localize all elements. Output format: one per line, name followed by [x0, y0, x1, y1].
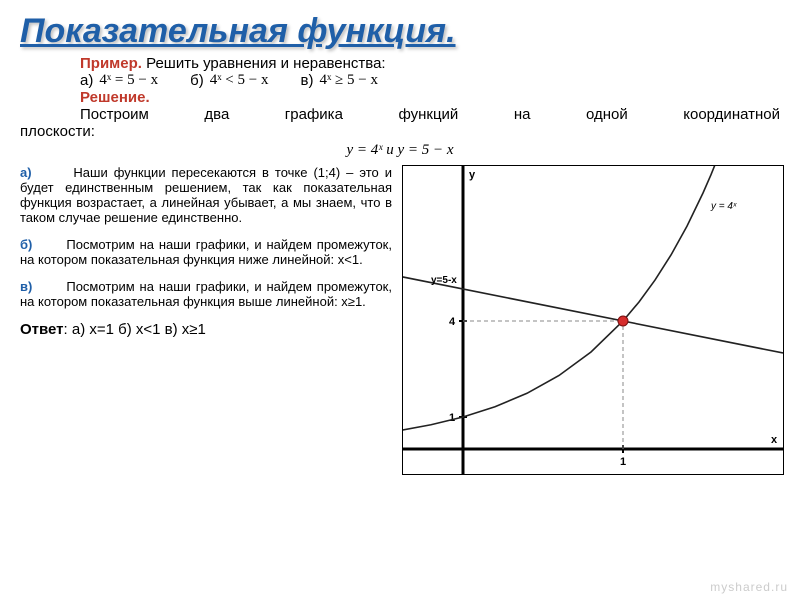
a-text: Наши функции пересекаются в точке (1;4) …	[20, 165, 392, 225]
svg-text:4: 4	[449, 316, 456, 328]
svg-text:y=5-x: y=5-x	[431, 275, 457, 286]
chart-svg: x y 1 1 4 y=5-x y = 4ˣ	[403, 166, 783, 474]
v-text: Посмотрим на наши графики, и найдем пром…	[20, 279, 392, 309]
svg-text:x: x	[771, 434, 778, 446]
svg-text:y = 4ˣ: y = 4ˣ	[710, 201, 737, 212]
explain-a: а) Наши функции пересекаются в точке (1;…	[20, 165, 392, 225]
a-label-2: а)	[20, 165, 32, 180]
answer-text: : а) x=1 б) x<1 в) x≥1	[64, 321, 206, 338]
answer-label: Ответ	[20, 321, 64, 338]
svg-text:1: 1	[449, 412, 455, 424]
formula: y = 4ˣ и y = 5 − x	[20, 142, 780, 159]
explain-b: б) Посмотрим на наши графики, и найдем п…	[20, 237, 392, 267]
solution-label: Решение.	[80, 89, 780, 106]
b-eq: 4ˣ < 5 − x	[210, 72, 269, 89]
watermark: myshared.ru	[710, 580, 788, 594]
build-line-2: плоскости:	[20, 123, 780, 140]
b-text: Посмотрим на наши графики, и найдем пром…	[20, 237, 392, 267]
chart-container: x y 1 1 4 y=5-x y = 4ˣ	[402, 165, 784, 475]
equation-line: а) 4ˣ = 5 − x б) 4ˣ < 5 − x в) 4ˣ ≥ 5 − …	[80, 72, 780, 89]
a-eq: 4ˣ = 5 − x	[99, 72, 158, 89]
example-label: Пример.	[80, 55, 142, 72]
b-label: б)	[190, 72, 204, 89]
b-label-2: б)	[20, 237, 32, 252]
v-label-2: в)	[20, 279, 32, 294]
answer-line: Ответ: а) x=1 б) x<1 в) x≥1	[20, 321, 392, 338]
svg-text:1: 1	[620, 456, 626, 468]
a-label: а)	[80, 72, 93, 89]
example-text: Решить уравнения и неравенства:	[146, 55, 385, 72]
content-block: Пример. Решить уравнения и неравенства: …	[0, 55, 800, 159]
v-eq: 4ˣ ≥ 5 − x	[319, 72, 378, 89]
svg-text:y: y	[469, 169, 476, 181]
explanation-column: а) Наши функции пересекаются в точке (1;…	[20, 165, 392, 475]
intro-block: Пример. Решить уравнения и неравенства: …	[20, 55, 780, 106]
page-title: Показательная функция.	[0, 0, 800, 55]
build-line-1: Построим два графика функций на одной ко…	[20, 106, 780, 123]
v-label: в)	[300, 72, 313, 89]
explain-v: в) Посмотрим на наши графики, и найдем п…	[20, 279, 392, 309]
lower-block: а) Наши функции пересекаются в точке (1;…	[0, 165, 800, 475]
